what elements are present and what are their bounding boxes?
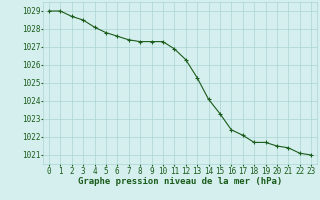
X-axis label: Graphe pression niveau de la mer (hPa): Graphe pression niveau de la mer (hPa)	[78, 177, 282, 186]
